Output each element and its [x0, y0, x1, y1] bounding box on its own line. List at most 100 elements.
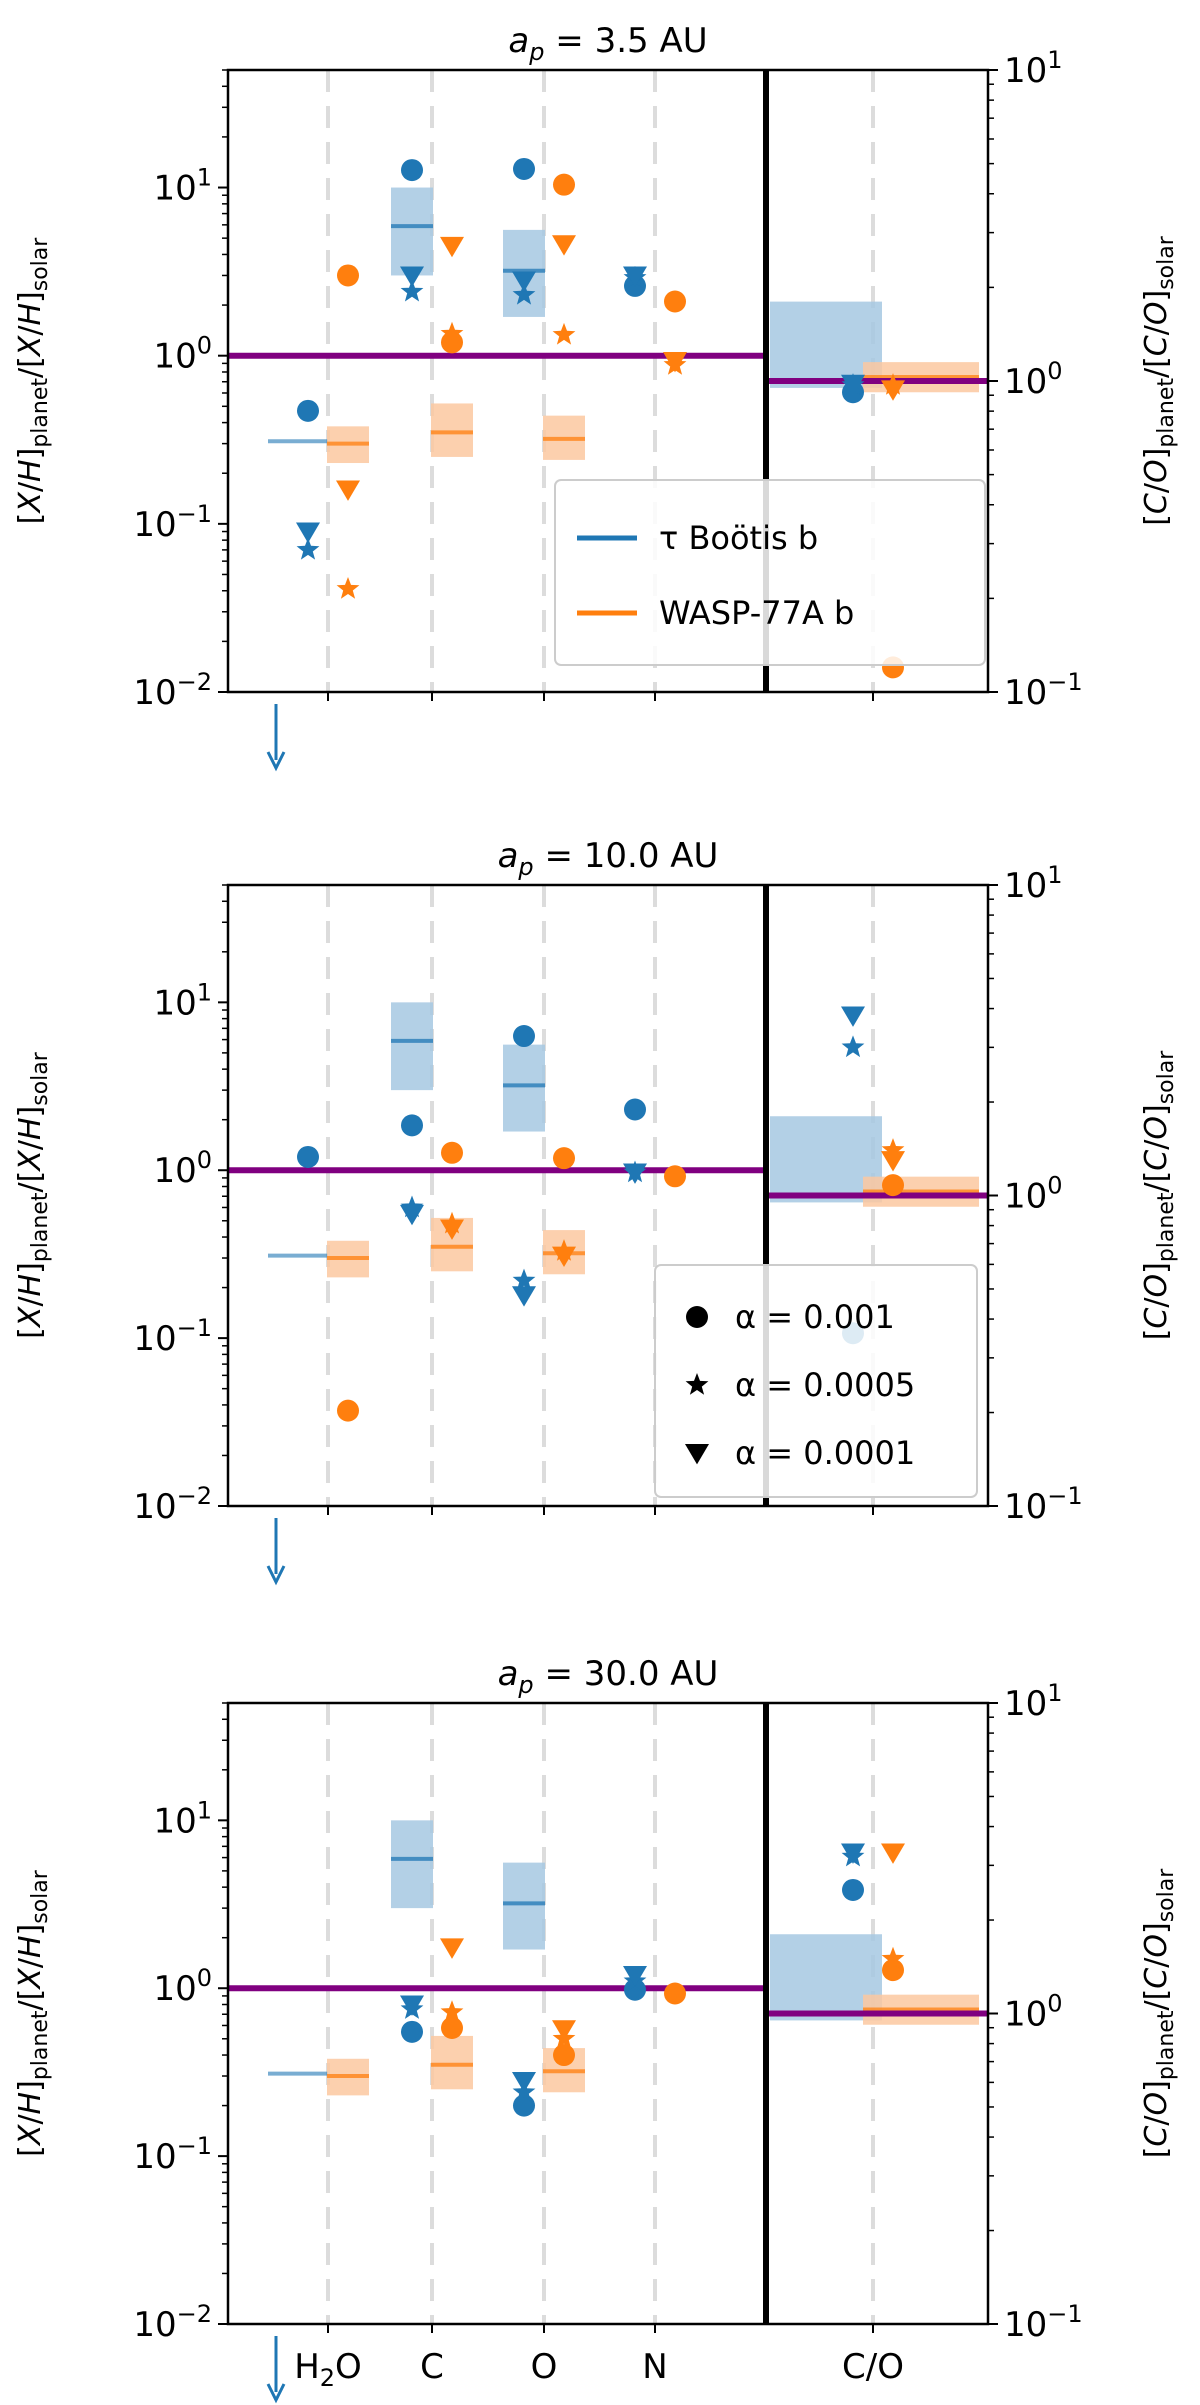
- tau-model-triangle-N: [623, 1163, 647, 1184]
- left-axis-label: [X/H]planet/[X/H]solar: [13, 237, 53, 525]
- x-tick-label: C/O: [842, 2347, 904, 2387]
- tau-model-circle-C: [401, 2020, 423, 2043]
- tau-model-triangle-O: [512, 2072, 536, 2093]
- tau-model-circle-N: [624, 1098, 646, 1121]
- wasp-model-triangle-N: [663, 351, 687, 373]
- tau-model-triangle-O: [512, 1286, 536, 1307]
- tau-model-circle-C: [401, 1114, 423, 1137]
- upper-limit-arrowhead: [266, 751, 286, 772]
- panel-title: ap = 30.0 AU: [498, 1654, 719, 1699]
- panel-title: ap = 3.5 AU: [508, 21, 707, 66]
- upper-limit-arrowhead: [266, 1565, 286, 1586]
- left-axis-label: [X/H]planet/[X/H]solar: [13, 1051, 53, 1339]
- wasp-model-star-H2O: [336, 577, 360, 599]
- wasp-model-circle-O: [553, 2044, 575, 2067]
- tau-model-circle-O: [513, 2094, 535, 2117]
- tau-model-triangle-C: [400, 1204, 424, 1226]
- legend-label: WASP-77A b: [659, 594, 854, 632]
- tau-model-triangle-C/O: [841, 1006, 865, 1027]
- wasp-model-circle-N: [664, 290, 686, 313]
- tau-model-triangle-H2O: [296, 522, 320, 543]
- wasp-model-circle-C: [441, 331, 463, 354]
- wasp-model-circle-N: [664, 1982, 686, 2005]
- right-tick-label: 100: [1004, 1990, 1063, 2035]
- right-tick-label: 101: [1004, 1679, 1063, 1724]
- tau-model-star-C: [400, 279, 424, 302]
- x-tick-label: H2O: [294, 2347, 362, 2392]
- panel-title: ap = 10.0 AU: [498, 836, 719, 881]
- wasp-model-circle-C: [441, 1141, 463, 1164]
- tau-model-circle-H2O: [297, 1145, 319, 1168]
- wasp-model-triangle-C/O: [881, 380, 905, 401]
- left-tick-label: 10−2: [133, 2300, 212, 2345]
- right-tick-label: 10−1: [1004, 1482, 1083, 1527]
- tau-observed-range-C: [391, 1002, 433, 1091]
- left-tick-label: 10−1: [133, 2132, 212, 2177]
- tau-model-circle-O: [513, 1025, 535, 1048]
- left-tick-label: 101: [153, 164, 212, 209]
- right-tick-label: 100: [1004, 357, 1063, 402]
- tau-model-triangle-O: [512, 271, 536, 292]
- right-tick-label: 100: [1004, 1172, 1063, 1217]
- wasp-model-star-C: [440, 321, 464, 344]
- right-tick-label: 10−1: [1004, 2300, 1083, 2345]
- right-tick-label: 10−1: [1004, 668, 1083, 713]
- x-tick-label: C: [420, 2347, 444, 2387]
- alpha-legend: [654, 1264, 978, 1498]
- left-tick-label: 10−1: [133, 1314, 212, 1359]
- wasp-model-circle-H2O: [337, 1399, 359, 1422]
- right-tick-label: 101: [1004, 861, 1063, 906]
- tau-model-triangle-C/O: [841, 1843, 865, 1864]
- wasp-model-circle-O: [553, 173, 575, 196]
- x-tick-label: O: [531, 2347, 558, 2387]
- wasp-model-star-O: [552, 322, 576, 345]
- legend-marker-circle: [686, 1306, 708, 1328]
- wasp-model-triangle-O: [552, 1246, 576, 1268]
- panel-1: ap = 3.5 AU 10−2 10−1 100 101 10−1 100 101 [X/H]…: [13, 21, 1179, 772]
- tau-model-circle-H2O: [297, 399, 319, 422]
- left-tick-label: 101: [153, 1796, 212, 1841]
- tau-model-circle-C/O: [842, 1878, 864, 1901]
- wasp-model-triangle-C: [440, 236, 464, 258]
- legend-label: τ Boötis b: [659, 519, 818, 557]
- left-tick-label: 10−2: [133, 1482, 212, 1527]
- tau-model-star-O: [512, 282, 536, 305]
- left-tick-label: 100: [153, 1964, 212, 2009]
- tau-model-triangle-N: [623, 266, 647, 287]
- wasp-observed-range-C: [431, 403, 473, 457]
- left-axis-label: [X/H]planet/[X/H]solar: [13, 1869, 53, 2157]
- wasp-model-triangle-O: [552, 2020, 576, 2041]
- tau-observed-range-O: [503, 1044, 545, 1132]
- legend-label: α = 0.0001: [735, 1434, 915, 1472]
- left-tick-label: 100: [153, 332, 212, 377]
- wasp-model-circle-H2O: [337, 264, 359, 287]
- left-tick-label: 101: [153, 978, 212, 1023]
- tau-model-triangle-N: [623, 1965, 647, 1987]
- wasp-model-star-C: [440, 2000, 464, 2022]
- tau-model-circle-N: [624, 1978, 646, 2001]
- tau-model-circle-O: [513, 157, 535, 180]
- tau-model-star-O: [512, 1268, 536, 1291]
- wasp-model-triangle-C: [440, 1938, 464, 1959]
- x-tick-label: N: [642, 2347, 667, 2387]
- right-axis-label: [C/O]planet/[C/O]solar: [1139, 1050, 1179, 1341]
- wasp-model-triangle-C: [440, 1219, 464, 1240]
- tau-observed-range-C: [391, 1820, 433, 1909]
- tau-observed-range-C: [391, 187, 433, 276]
- wasp-model-triangle-H2O: [336, 480, 360, 501]
- wasp-model-star-C/O: [881, 1946, 905, 1969]
- panel-2: ap = 10.0 AU 10−2 10−1 100 101 10−1 100 101 [X/H…: [13, 836, 1179, 1586]
- planet-legend: [554, 479, 986, 666]
- left-tick-label: 10−2: [133, 668, 212, 713]
- right-tick-label: 101: [1004, 46, 1063, 91]
- legend-label: α = 0.0005: [735, 1366, 915, 1404]
- legend-label: α = 0.001: [735, 1298, 895, 1336]
- panel-3: ap = 30.0 AU 10−2 10−1 100 101 10−1 100 101 [X/H…: [13, 1654, 1179, 2404]
- legend-marker-star: [685, 1373, 709, 1395]
- wasp-model-triangle-C/O: [881, 1151, 905, 1172]
- tau-model-triangle-C: [400, 1995, 424, 2016]
- tau-model-star-H2O: [296, 537, 320, 560]
- wasp-observed-range-C: [431, 2035, 473, 2090]
- tau-model-star-C/O: [841, 1035, 865, 1058]
